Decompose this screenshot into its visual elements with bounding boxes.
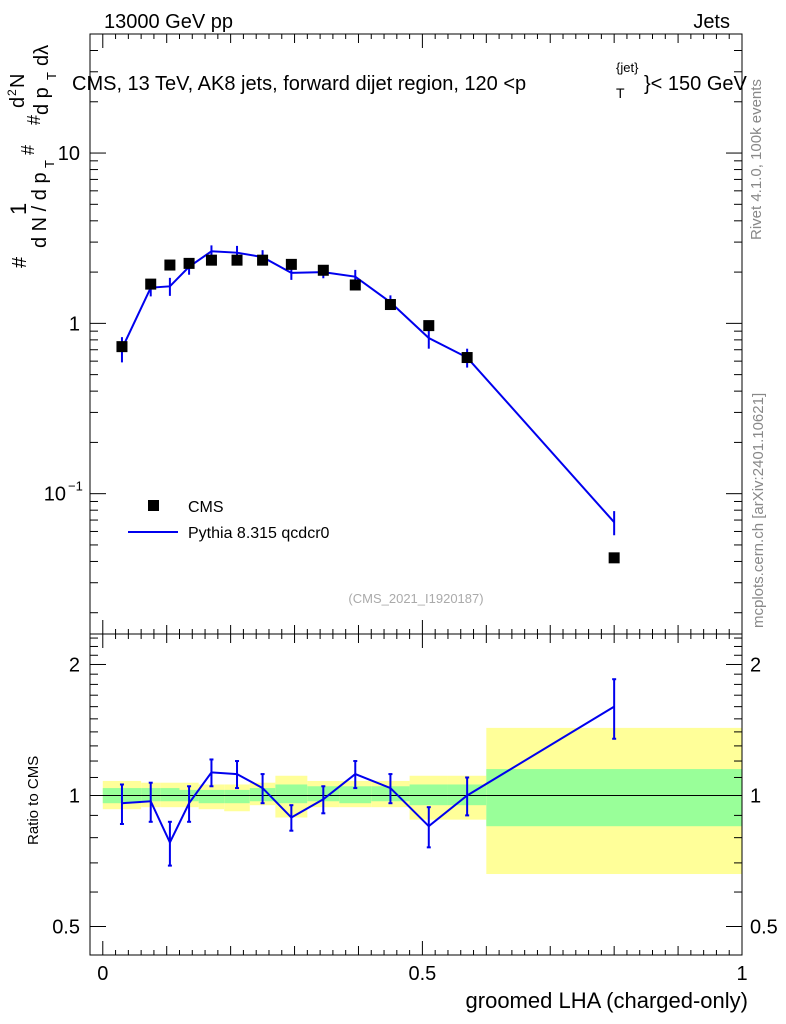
ratio-line [121, 705, 615, 845]
ylabel-one: 1 [6, 203, 31, 215]
main-title: CMS, 13 TeV, AK8 jets, forward dijet reg… [72, 60, 748, 101]
ylabel-hash3: # [24, 115, 44, 125]
ylabel-hash2: # [18, 145, 38, 155]
ratio-band-inner-2 [160, 788, 180, 802]
ratio-ylabel: Ratio to CMS [25, 756, 42, 845]
main-frame [89, 33, 743, 635]
ratio-ytick-label-right-2: 0.5 [750, 916, 778, 938]
cms-point-0 [116, 341, 128, 353]
ratio-frame [89, 633, 743, 956]
cms-point-11 [423, 320, 435, 332]
cms-point-10 [384, 299, 396, 311]
title-prefix: CMS, 13 TeV, AK8 jets, forward dijet reg… [72, 73, 526, 95]
ylabel-d: d [7, 97, 29, 108]
header-right: Jets [693, 11, 730, 33]
cms-point-2 [164, 259, 176, 271]
legend-cms-label: CMS [188, 499, 224, 516]
main-ytick-label-0: 10 [58, 143, 80, 165]
main-ytick-exp-2: −1 [68, 479, 83, 494]
ylabel-dlambda: dλ [31, 45, 53, 66]
ylabel-dp: d p [31, 87, 53, 115]
cms-point-3 [183, 257, 195, 269]
ylabel-T-sub2: T [44, 72, 59, 80]
ratio-panel [119, 678, 617, 867]
main-ytick-label-2: 10 [44, 484, 66, 506]
cms-point-13 [608, 552, 620, 564]
header-left: 13000 GeV pp [104, 11, 233, 33]
cms-point-5 [231, 254, 243, 266]
legend-cms-marker [148, 500, 159, 511]
cms-point-12 [461, 352, 473, 364]
cms-point-9 [349, 279, 361, 291]
ratio-ytick-label-left-0: 2 [69, 654, 80, 676]
x-tick-label-1: 0.5 [408, 963, 436, 985]
mcplots-label: mcplots.cern.ch [arXiv:2401.10621] [750, 393, 767, 628]
ratio-ytick-label-left-1: 1 [69, 785, 80, 807]
cms-point-8 [317, 264, 329, 276]
ylabel-hash: # [9, 256, 31, 268]
title-sub: T [616, 85, 625, 101]
cms-point-6 [257, 254, 269, 266]
ratio-band-inner-11 [409, 784, 448, 806]
cms-point-1 [145, 278, 157, 290]
ratio-band-inner-5 [224, 789, 250, 804]
main-ytick-label-1: 1 [69, 313, 80, 335]
mc-line [121, 250, 615, 523]
x-axis-label: groomed LHA (charged-only) [466, 988, 748, 1013]
ratio-band-inner-4 [198, 789, 225, 804]
ratio-bands [90, 727, 742, 875]
x-tick-label-2: 1 [736, 963, 747, 985]
legend: CMS Pythia 8.315 qcdcr0 [128, 499, 330, 542]
ylabel-dN-dpT: d N / d p [29, 172, 51, 248]
rivet-label: Rivet 4.1.0, 100k events [748, 79, 765, 240]
title-suffix: }< 150 GeV [644, 73, 748, 95]
ylabel-two: 2 [5, 89, 19, 96]
x-tick-label-0: 0 [97, 963, 108, 985]
ratio-ytick-label-right-0: 2 [750, 654, 761, 676]
analysis-watermark: (CMS_2021_I1920187) [348, 591, 483, 606]
title-sup: {jet} [616, 60, 639, 75]
ylabel-N: N [7, 74, 29, 88]
cms-point-4 [205, 254, 217, 266]
ratio-band-inner-7 [275, 784, 308, 804]
legend-mc-label: Pythia 8.315 qcdcr0 [188, 525, 330, 542]
ratio-band-inner-13 [486, 769, 742, 827]
main-ylabel: # 1 d N / d p T # d 2 N # d p T dλ [5, 45, 59, 268]
ylabel-T-sub: T [42, 160, 57, 168]
ratio-band-inner-9 [339, 786, 372, 804]
main-panel [116, 245, 620, 564]
ratio-ytick-label-left-2: 0.5 [52, 916, 80, 938]
cms-point-7 [285, 258, 297, 270]
ratio-ytick-label-right-1: 1 [750, 785, 761, 807]
